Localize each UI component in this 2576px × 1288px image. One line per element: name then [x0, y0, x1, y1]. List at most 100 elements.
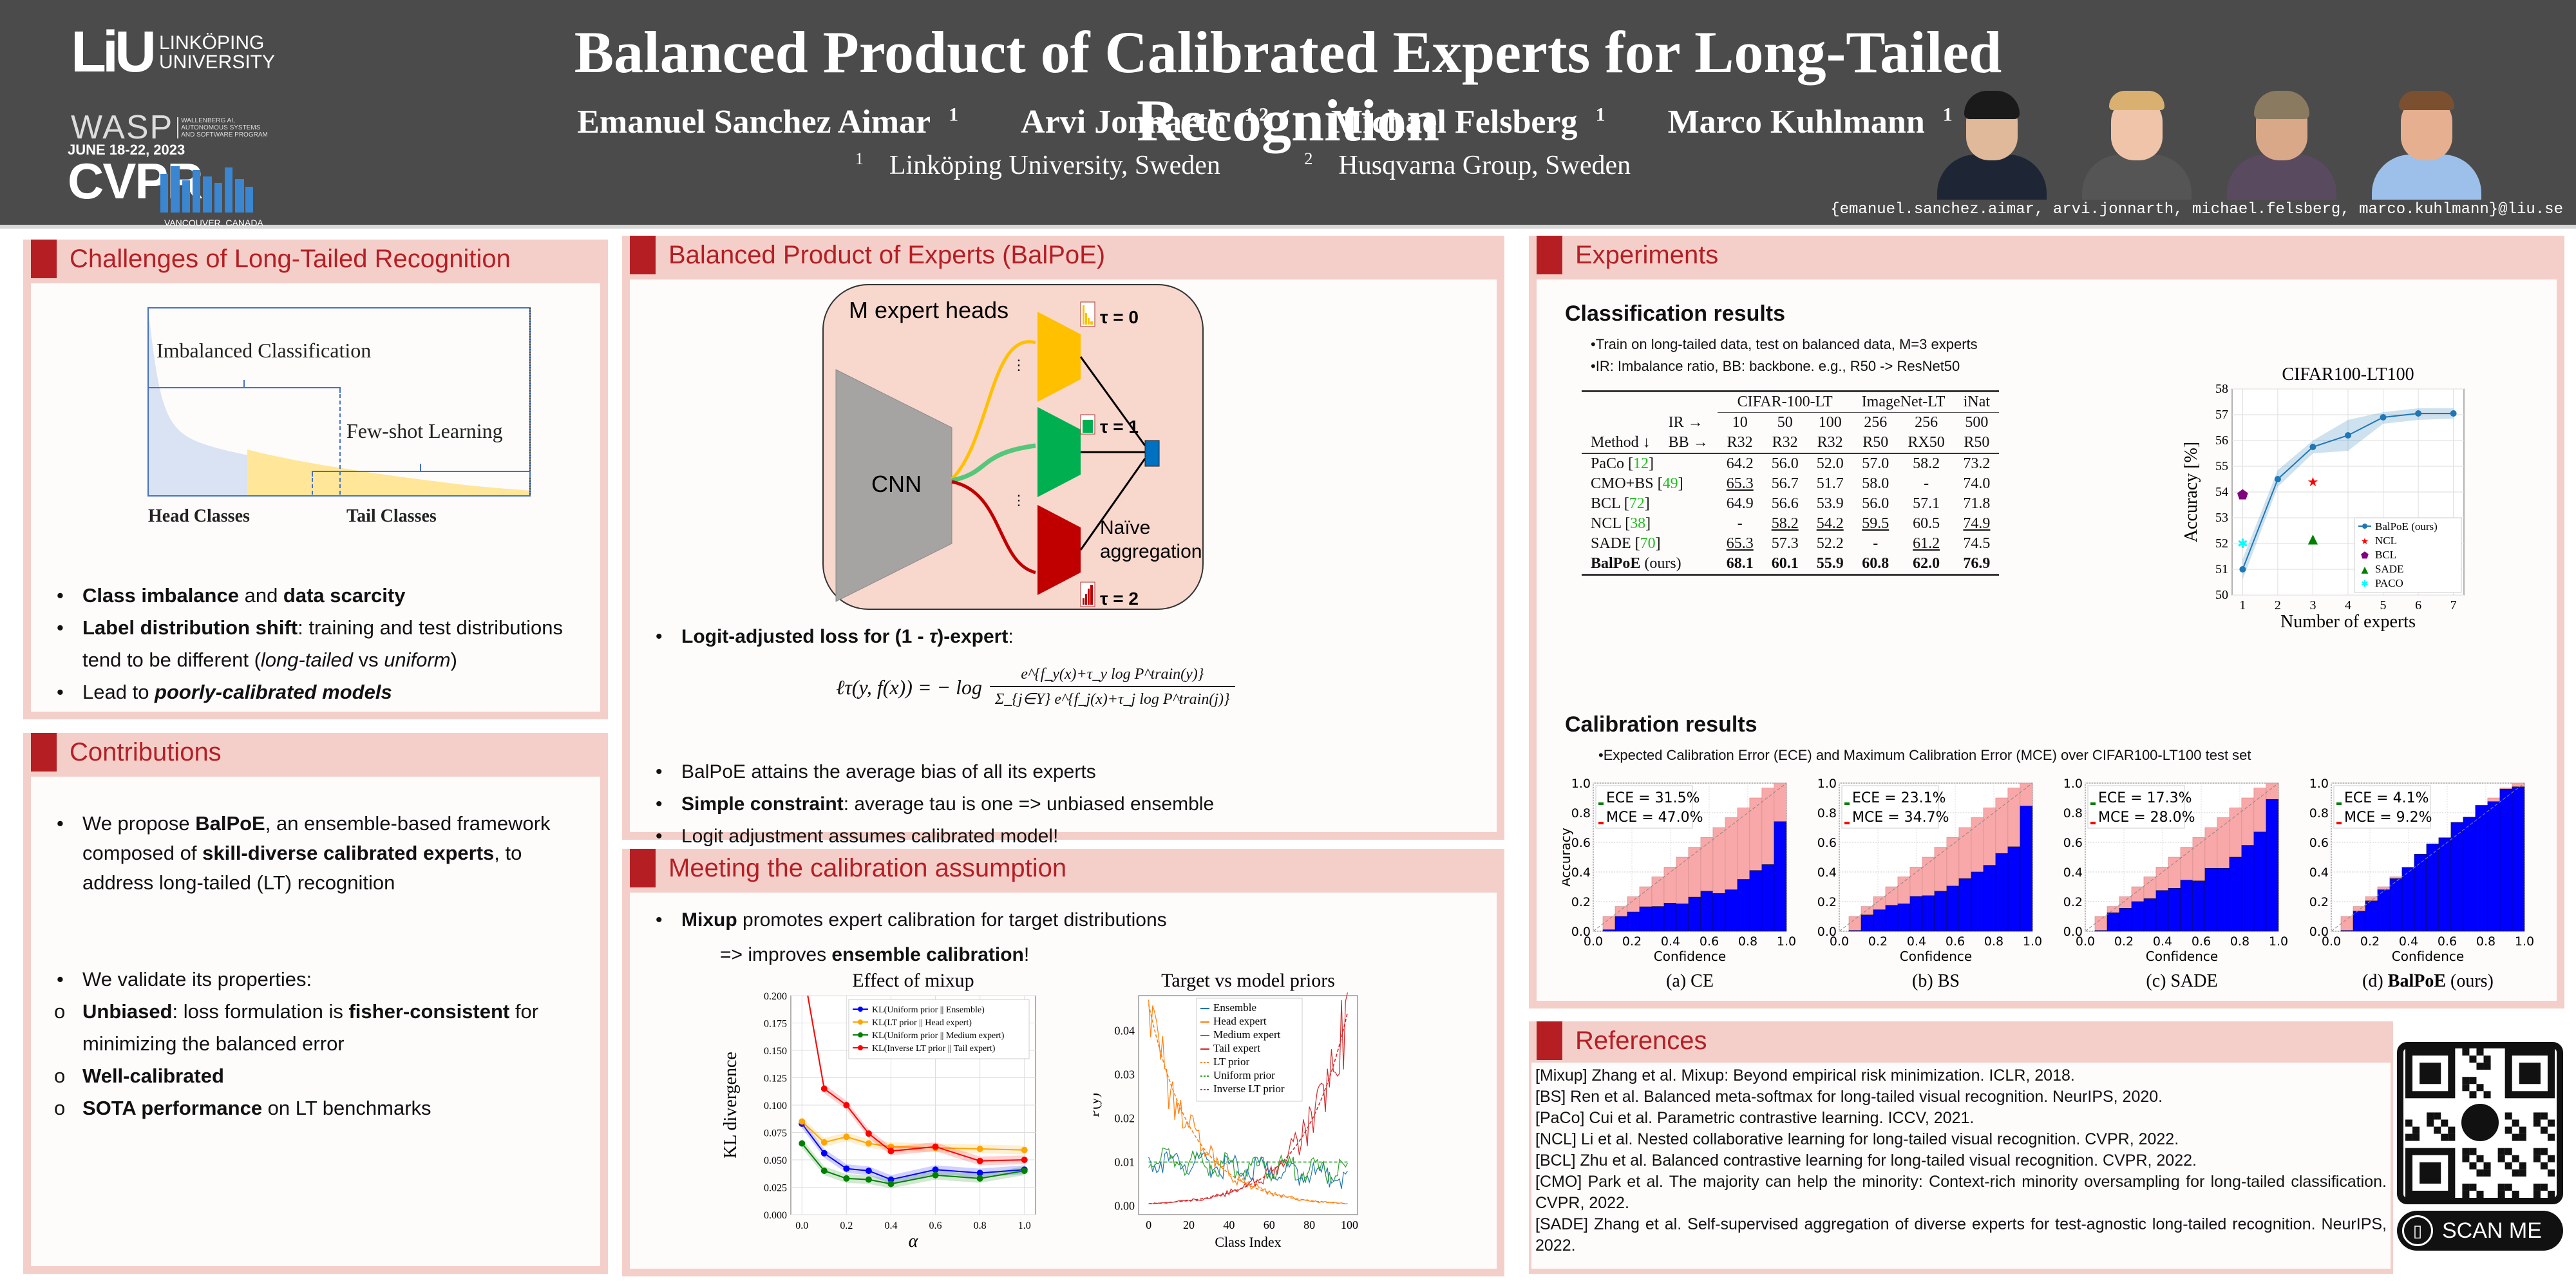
confidence-band	[802, 1117, 1025, 1155]
ir-value: 256	[1864, 414, 1888, 431]
calibration-assumption-panel: Meeting the calibration assumption Mixup…	[622, 849, 1504, 1276]
y-tick-label: 55	[2215, 459, 2228, 473]
group-header: iNat	[1954, 391, 2000, 413]
accuracy-bar	[1761, 864, 1775, 932]
gap-bar	[2020, 782, 2033, 806]
gap-bar	[1897, 876, 1911, 904]
mce-label: MCE = 9.2%	[2344, 810, 2432, 826]
table-row: BCL [72] 64.9 56.6 53.9 56.0 57.1 71.8	[1582, 494, 1999, 514]
references-list: [Mixup] Zhang et al. Mixup: Beyond empir…	[1531, 1063, 2391, 1269]
mixup-effect-chart: Effect of mixup 0.0 0.2 0.4 0.6 0.8 1.0 0.000 0.…	[721, 970, 1036, 1251]
qr-code-block[interactable]: ▯ SCAN ME	[2397, 1042, 2564, 1255]
poster-title: Balanced Product of Calibrated Experts f…	[574, 19, 2002, 153]
ir-value: 256	[1915, 414, 1938, 431]
data-point	[2239, 566, 2246, 573]
y-tick-label: 0.100	[764, 1101, 787, 1112]
marker-ncl: ★	[2307, 474, 2318, 489]
y-tick-label: 0.0	[1817, 925, 1837, 939]
reference-item: [PaCo] Cui et al. Parametric contrastive…	[1535, 1109, 1975, 1127]
x-tick-label: 6	[2415, 598, 2421, 612]
accuracy-bar	[2463, 817, 2476, 932]
qr-code[interactable]	[2397, 1042, 2563, 1204]
qr-module	[2533, 1112, 2541, 1120]
qr-module	[2469, 1148, 2477, 1155]
data-point	[865, 1168, 872, 1174]
qr-module	[2505, 1126, 2512, 1134]
loss-formula: ℓτ(y, f(x)) = − log e^{f_y(x)+τ_y log P^…	[836, 666, 1235, 708]
y-tick-label: 50	[2215, 588, 2228, 602]
y-tick-label: 0.4	[2063, 866, 2083, 880]
legend-marker: ★	[2361, 536, 2369, 547]
legend-label: Inverse LT prior	[1213, 1083, 1285, 1095]
legend-marker	[858, 1019, 863, 1025]
gap-bar	[2131, 886, 2145, 902]
legend-marker	[858, 1007, 863, 1012]
phone-icon: ▯	[2402, 1215, 2433, 1246]
experiments-panel: Experiments Classification results •Trai…	[1529, 236, 2564, 1009]
skyline-icon	[160, 166, 253, 213]
accuracy-bar	[1615, 916, 1628, 932]
mce-swatch	[2336, 822, 2342, 824]
qr-module	[2547, 1119, 2555, 1127]
ir-value: 50	[1777, 414, 1793, 431]
wasp-logo: WASP WALLENBERG AI, AUTONOMOUS SYSTEMS AND…	[71, 108, 268, 147]
confidence-band	[2242, 408, 2454, 580]
accuracy-bar	[2450, 822, 2464, 932]
qr-module	[2483, 1063, 2491, 1070]
y-tick-label: 0.0	[1571, 925, 1591, 939]
x-tick-label: 0.6	[2192, 934, 2211, 949]
accuracy-bar	[2229, 857, 2242, 932]
legend-label: PACO	[2375, 577, 2403, 589]
x-tick-label: 1.0	[2023, 934, 2042, 949]
qr-module	[2469, 1091, 2477, 1099]
qr-module	[2448, 1126, 2456, 1134]
bb-label: BB →	[1668, 434, 1709, 451]
bb-value: R32	[1772, 434, 1798, 451]
x-tick-label: 1.0	[1777, 934, 1796, 949]
bb-value: R50	[1964, 434, 1990, 451]
expert-head-2	[1037, 505, 1081, 595]
qr-module	[2497, 1148, 2505, 1155]
qr-module	[2405, 1133, 2413, 1141]
accuracy-bar	[2143, 898, 2157, 932]
github-icon	[2458, 1100, 2503, 1145]
reference-item: [SADE] Zhang et al. Self-supervised aggr…	[1535, 1215, 2387, 1255]
legend-label: Tail expert	[1213, 1042, 1260, 1054]
gap-bar	[2512, 782, 2525, 788]
reference-item: [BS] Ren et al. Balanced meta-softmax fo…	[1535, 1088, 2163, 1106]
gap-bar	[1934, 847, 1947, 892]
qr-module	[2405, 1119, 2413, 1127]
qr-module	[2533, 1148, 2541, 1155]
y-tick-label: 0.8	[2309, 806, 2329, 820]
y-axis-label: P(y)	[1094, 1093, 1102, 1117]
y-tick-label: 54	[2215, 485, 2228, 499]
expert-head-1	[1037, 407, 1081, 497]
gap-bar	[1873, 896, 1886, 910]
legend-label: BalPoE (ours)	[2375, 520, 2438, 533]
y-tick-label: 0.02	[1115, 1112, 1135, 1124]
gap-bar	[2241, 797, 2255, 846]
sub-bullet: SOTA performance on LT benchmarks	[31, 1092, 585, 1124]
qr-module	[2512, 1133, 2519, 1141]
reference-item: [Mixup] Zhang et al. Mixup: Beyond empir…	[1535, 1066, 2075, 1084]
qr-module	[2476, 1190, 2484, 1198]
mixup-sub: => improves ensemble calibration!	[720, 944, 1030, 965]
y-tick-label: 1.0	[2309, 777, 2329, 791]
gap-bar	[1749, 797, 1763, 871]
svg-text:⋮: ⋮	[1012, 357, 1026, 373]
qr-module	[2512, 1169, 2519, 1177]
y-tick-label: 0.025	[764, 1183, 787, 1194]
accuracy-bar	[2475, 805, 2488, 932]
gap-bar	[2217, 817, 2230, 869]
value-cell: 54.2	[1816, 515, 1844, 532]
x-tick-label: 0.0	[795, 1220, 808, 1231]
data-point	[843, 1133, 850, 1141]
author-photo	[2222, 87, 2341, 200]
scan-me-button[interactable]: ▯ SCAN ME	[2397, 1211, 2563, 1251]
y-tick-label: 0.050	[764, 1155, 787, 1166]
accuracy-bar	[1700, 891, 1714, 932]
accuracy-bar	[2007, 846, 2021, 932]
gap-bar	[1983, 808, 1996, 866]
y-tick-label: 0.4	[1571, 866, 1591, 880]
value-cell: 65.3	[1726, 475, 1754, 492]
